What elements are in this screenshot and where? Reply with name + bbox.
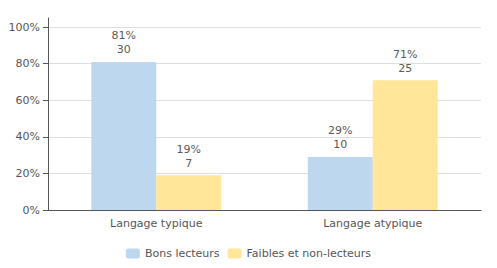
svg-text:81%: 81% — [112, 29, 136, 42]
svg-text:100%: 100% — [9, 21, 40, 34]
svg-text:20%: 20% — [16, 167, 40, 180]
svg-text:Langage typique: Langage typique — [110, 217, 203, 230]
svg-text:Bons lecteurs: Bons lecteurs — [145, 247, 220, 260]
svg-text:30: 30 — [117, 43, 131, 56]
svg-text:10: 10 — [333, 138, 347, 151]
svg-text:19%: 19% — [176, 143, 200, 156]
svg-text:25: 25 — [398, 62, 412, 75]
svg-text:0%: 0% — [23, 204, 40, 217]
svg-text:71%: 71% — [393, 48, 417, 61]
svg-text:60%: 60% — [16, 94, 40, 107]
svg-text:Faibles et non-lecteurs: Faibles et non-lecteurs — [247, 247, 372, 260]
svg-text:Langage atypique: Langage atypique — [323, 217, 422, 230]
svg-text:40%: 40% — [16, 130, 40, 143]
svg-text:7: 7 — [185, 157, 192, 170]
svg-text:80%: 80% — [16, 57, 40, 70]
svg-text:29%: 29% — [328, 124, 352, 137]
